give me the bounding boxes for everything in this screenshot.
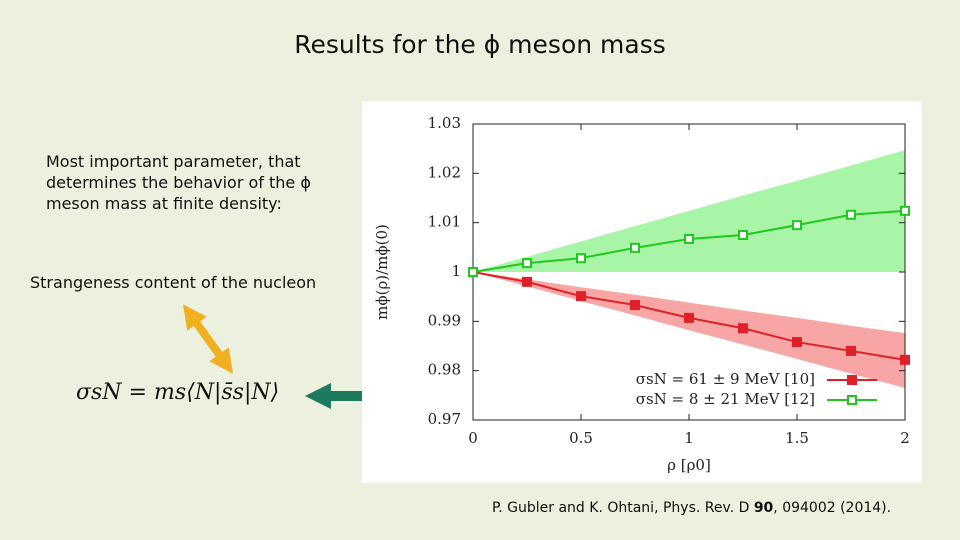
data-point [522, 276, 532, 287]
x-axis-label: ρ [ρ0] [667, 456, 711, 474]
legend-label: σsN = 8 ± 21 MeV [12] [636, 390, 815, 408]
data-point [468, 267, 478, 277]
y-tick-label: 1.01 [428, 213, 461, 231]
data-point [846, 345, 856, 356]
data-point [522, 258, 532, 269]
data-point [738, 230, 748, 240]
legend-swatch [847, 395, 857, 405]
citation-volume: 90 [753, 500, 774, 516]
y-tick-label: 0.98 [428, 361, 461, 379]
citation-text: , 094002 (2014). [773, 500, 892, 516]
plot-background [362, 101, 922, 483]
y-tick-label: 0.99 [428, 311, 461, 329]
x-tick-label: 2 [900, 429, 910, 447]
data-point [900, 354, 910, 365]
data-point [792, 337, 802, 348]
formula: σsN = ms⟨N|s̄s|N⟩ [76, 380, 280, 405]
x-tick-label: 1.5 [785, 429, 809, 447]
x-tick-label: 0.5 [569, 429, 593, 447]
data-point [630, 242, 640, 253]
y-axis-label: mϕ(ρ)/mϕ(0) [373, 224, 391, 320]
legend-label: σsN = 61 ± 9 MeV [10] [636, 370, 815, 388]
data-point [738, 323, 748, 334]
legend-swatch [847, 375, 857, 385]
arrow [182, 304, 234, 374]
y-tick-label: 1 [451, 262, 461, 280]
data-point [576, 291, 586, 302]
subheading: Strangeness content of the nucleon [30, 273, 317, 292]
slide-title: Results for the ϕ meson mass [294, 30, 666, 59]
y-tick-label: 0.97 [428, 410, 461, 428]
y-tick-label: 1.02 [428, 163, 461, 181]
data-point [684, 233, 694, 244]
error-band [473, 150, 905, 272]
data-point [900, 205, 910, 216]
citation-text: P. Gubler and K. Ohtani, Phys. Rev. D [492, 500, 750, 516]
data-point [576, 253, 586, 264]
paragraph: Most important parameter, that determine… [46, 152, 311, 213]
x-tick-label: 1 [684, 429, 694, 447]
data-point [846, 209, 856, 220]
citation: P. Gubler and K. Ohtani, Phys. Rev. D 90… [492, 500, 891, 516]
y-tick-label: 1.03 [428, 114, 461, 132]
data-point [630, 300, 640, 311]
x-tick-label: 0 [468, 429, 478, 447]
data-point [684, 312, 694, 323]
data-point [792, 220, 802, 231]
